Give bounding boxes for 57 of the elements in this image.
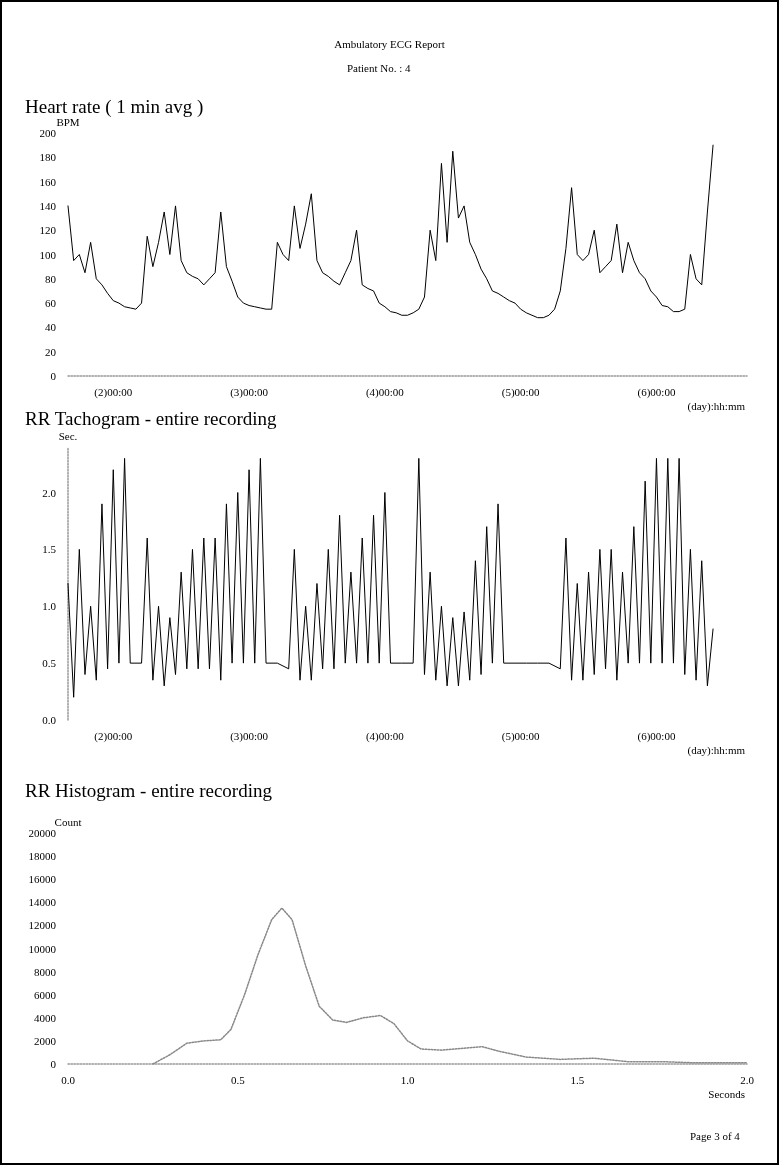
chart-title: RR Histogram - entire recording [25, 780, 273, 801]
x-tick-label: (4)00:00 [365, 385, 405, 399]
x-tick-label: 1.0 [400, 1073, 415, 1086]
x-tick-label: (3)00:00 [230, 729, 269, 743]
y-tick-label: 2.0 [42, 486, 57, 499]
y-axis-title: Count [54, 815, 82, 828]
y-tick-label: 0.5 [42, 657, 57, 670]
y-tick-label: 20000 [28, 827, 57, 839]
x-tick-label: (2)00:00 [94, 729, 133, 743]
y-tick-label: 0.0 [42, 714, 57, 726]
chart-title: RR Tachogram - entire recording [25, 408, 278, 429]
text: Page 3 of 4 [690, 1130, 740, 1142]
y-tick-label: 1.5 [42, 543, 57, 556]
x-tick-label: 1.5 [570, 1073, 585, 1086]
x-tick-label: (2)00:00 [94, 385, 133, 399]
chart-title: Heart rate ( 1 min avg ) [25, 96, 204, 118]
y-tick-label: 120 [39, 224, 57, 237]
text: Ambulatory ECG Report [333, 38, 446, 50]
x-tick-label: (4)00:00 [365, 729, 405, 743]
y-tick-label: 160 [39, 175, 57, 188]
x-tick-label: (3)00:00 [230, 385, 269, 399]
y-tick-label: 80 [45, 272, 57, 285]
y-tick-label: 140 [39, 199, 57, 212]
y-tick-label: 6000 [34, 988, 57, 1001]
y-tick-label: 20 [45, 345, 57, 358]
x-tick-label: 0.5 [230, 1073, 246, 1086]
line-series [67, 457, 714, 698]
y-tick-label: 200 [39, 127, 57, 139]
x-tick-label: (5)00:00 [501, 385, 541, 399]
x-tick-label: 2.0 [740, 1073, 755, 1086]
x-tick-label: 0.0 [61, 1073, 76, 1086]
y-axis-title: BPM [56, 115, 80, 128]
y-tick-label: 0 [50, 1058, 57, 1070]
y-tick-label: 18000 [28, 850, 57, 863]
x-tick-label: (5)00:00 [501, 729, 541, 743]
y-tick-label: 180 [39, 151, 57, 164]
y-tick-label: 8000 [34, 965, 57, 978]
text: Patient No. : 4 [347, 62, 411, 74]
y-tick-label: 4000 [34, 1011, 57, 1024]
y-tick-label: 100 [39, 248, 57, 261]
y-tick-label: 10000 [28, 942, 57, 955]
y-tick-label: 14000 [28, 896, 57, 909]
x-tick-label: (6)00:00 [637, 729, 676, 743]
y-tick-label: 16000 [28, 873, 57, 886]
y-axis-title: Sec. [58, 429, 78, 442]
y-tick-label: 2000 [34, 1034, 57, 1047]
x-tick-label: (6)00:00 [637, 385, 676, 399]
line-series [152, 907, 748, 1065]
x-axis-title: Seconds [708, 1087, 745, 1100]
x-axis-title: (day):hh:mm [687, 399, 746, 413]
y-tick-label: 40 [45, 321, 57, 334]
y-tick-label: 1.0 [42, 600, 57, 613]
x-axis-title: (day):hh:mm [687, 743, 746, 757]
line-series [67, 144, 714, 319]
y-tick-label: 60 [45, 297, 57, 310]
y-tick-label: 0 [50, 370, 57, 382]
y-tick-label: 12000 [28, 919, 57, 932]
